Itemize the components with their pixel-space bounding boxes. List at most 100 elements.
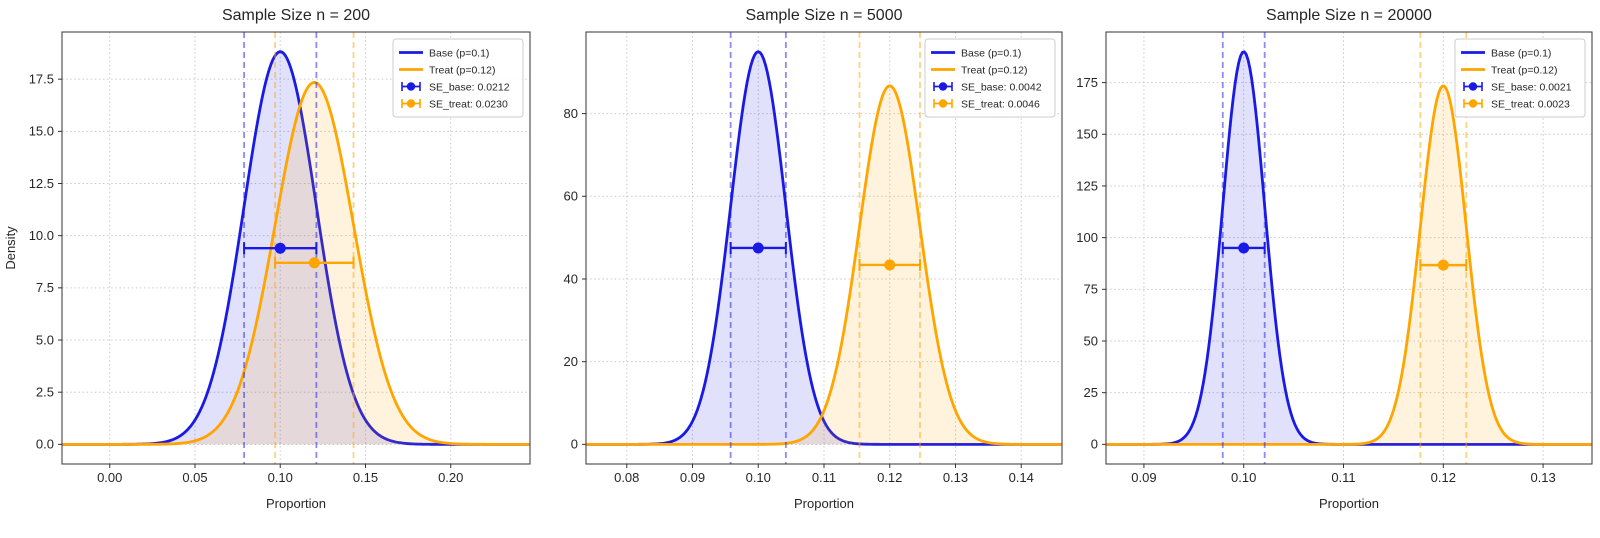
y-axis: 0 20 40 60 80 <box>564 106 586 452</box>
x-tick-label: 0.00 <box>97 470 122 485</box>
y-tick-label: 50 <box>1084 333 1098 348</box>
legend-label: Treat (p=0.12) <box>1491 64 1557 76</box>
errorbar-se-base <box>1221 241 1266 254</box>
y-tick-label: 25 <box>1084 385 1098 400</box>
y-tick-label: 17.5 <box>29 71 54 86</box>
x-axis-label: Proportion <box>266 496 326 511</box>
curves <box>1106 50 1592 446</box>
x-axis-label: Proportion <box>1319 496 1379 511</box>
legend-label: Base (p=0.1) <box>429 47 489 59</box>
legend-box <box>924 38 1056 118</box>
y-axis: 0 25 50 75 100 125 150 175 <box>1076 75 1106 452</box>
errorbar-center-dot <box>308 257 320 269</box>
x-tick-label: 0.12 <box>877 470 902 485</box>
legend-label: SE_base: 0.0042 <box>961 81 1042 93</box>
errorbar-center-dot <box>1238 242 1250 254</box>
y-tick-label: 0 <box>1091 437 1098 452</box>
plot-title: Sample Size n = 5000 <box>746 7 903 24</box>
errorbar-se-treat <box>274 256 355 269</box>
x-tick-label: 0.09 <box>1131 470 1156 485</box>
legend-label: Treat (p=0.12) <box>961 64 1027 76</box>
y-tick-label: 15.0 <box>29 124 54 139</box>
errorbar-center-dot <box>274 242 286 254</box>
x-tick-label: 0.11 <box>812 470 836 485</box>
legend-entry-treat-p-0-12: Treat (p=0.12) <box>931 64 1027 76</box>
legend-entry-se-treat-0-0046: SE_treat: 0.0046 <box>933 98 1040 110</box>
y-axis: 0.0 2.5 5.0 7.5 10.0 12.5 15.0 17.5 <box>29 71 62 452</box>
legend-label: Treat (p=0.12) <box>429 64 495 76</box>
curve-fill-base-p-0-1 <box>1106 51 1592 445</box>
x-axis: 0.08 0.09 0.10 0.11 0.12 0.13 0.14 <box>614 464 1034 485</box>
x-tick-label: 0.10 <box>268 470 293 485</box>
y-tick-label: 175 <box>1076 75 1098 90</box>
x-axis-label: Proportion <box>794 496 854 511</box>
legend: Base (p=0.1) Treat (p=0.12) SE_base: 0.021… <box>392 38 524 118</box>
x-tick-label: 0.15 <box>353 470 378 485</box>
legend-label: Base (p=0.1) <box>961 47 1021 59</box>
y-tick-label: 75 <box>1084 282 1098 297</box>
legend-entry-treat-p-0-12: Treat (p=0.12) <box>1461 64 1557 76</box>
y-tick-label: 80 <box>564 106 578 121</box>
y-tick-label: 7.5 <box>36 280 54 295</box>
legend-entry-treat-p-0-12: Treat (p=0.12) <box>399 64 495 76</box>
legend-label: SE_base: 0.0212 <box>429 81 510 93</box>
legend: Base (p=0.1) Treat (p=0.12) SE_base: 0.002… <box>1454 38 1586 118</box>
x-tick-label: 0.12 <box>1431 470 1456 485</box>
curve-treat-p-0-12 <box>62 81 530 446</box>
errorbar-center-dot <box>752 242 764 254</box>
x-tick-label: 0.13 <box>943 470 968 485</box>
curves <box>586 50 1062 446</box>
x-tick-label: 0.09 <box>680 470 705 485</box>
y-tick-label: 100 <box>1076 230 1098 245</box>
legend-label: SE_treat: 0.0046 <box>961 98 1040 110</box>
plot-border <box>61 31 531 465</box>
subplot-sample-size-n-200: 0.00 0.05 0.10 0.15 0.20 0.0 2.5 5.0 7.5 10.0 12.5… <box>3 7 531 511</box>
y-tick-label: 0 <box>571 437 578 452</box>
x-tick-label: 0.05 <box>182 470 207 485</box>
curve-treat-p-0-12 <box>1106 84 1592 446</box>
plot-border <box>1105 31 1593 465</box>
x-tick-label: 0.10 <box>1231 470 1256 485</box>
legend-label: Base (p=0.1) <box>1491 47 1551 59</box>
legend-label: SE_treat: 0.0023 <box>1491 98 1570 110</box>
legend-entry-base-p-0-1: Base (p=0.1) <box>399 47 489 59</box>
x-tick-label: 0.11 <box>1331 470 1355 485</box>
legend-entry-se-treat-0-0023: SE_treat: 0.0023 <box>1463 98 1570 110</box>
y-tick-label: 0.0 <box>36 437 54 452</box>
plot-title: Sample Size n = 200 <box>222 7 370 24</box>
subplot-sample-size-n-20000: 0.09 0.10 0.11 0.12 0.13 0 25 50 75 100 125 150 175 S… <box>1076 7 1593 511</box>
legend-entry-se-treat-0-0230: SE_treat: 0.0230 <box>401 98 508 110</box>
x-tick-label: 0.20 <box>438 470 463 485</box>
curve-fill-treat-p-0-12 <box>1106 86 1592 445</box>
panel-sample-size-n-20000: 0.09 0.10 0.11 0.12 0.13 0 25 50 75 100 125 150 175 S… <box>1066 0 1600 533</box>
x-axis: 0.09 0.10 0.11 0.12 0.13 <box>1131 464 1556 485</box>
x-axis: 0.00 0.05 0.10 0.15 0.20 <box>97 464 463 485</box>
y-tick-label: 60 <box>564 189 578 204</box>
legend-entry-se-base-0-0212: SE_base: 0.0212 <box>401 81 510 93</box>
legend-entry-base-p-0-1: Base (p=0.1) <box>1461 47 1551 59</box>
errorbar-se-treat <box>858 258 921 271</box>
x-tick-label: 0.10 <box>746 470 771 485</box>
y-tick-label: 12.5 <box>29 176 54 191</box>
errorbar-center-dot <box>1437 259 1449 271</box>
legend-box <box>1454 38 1586 118</box>
errorbar-center-dot <box>884 259 896 271</box>
x-tick-label: 0.13 <box>1530 470 1555 485</box>
panel-sample-size-n-5000: 0.08 0.09 0.10 0.11 0.12 0.13 0.14 0 20 40 60 80 Sam… <box>533 0 1066 533</box>
errorbar-se-base <box>729 241 787 254</box>
y-axis-label: Density <box>3 226 18 270</box>
subplot-sample-size-n-5000: 0.08 0.09 0.10 0.11 0.12 0.13 0.14 0 20 40 60 80 Sam… <box>564 7 1063 511</box>
legend-entry-base-p-0-1: Base (p=0.1) <box>931 47 1021 59</box>
legend-label: SE_base: 0.0021 <box>1491 81 1572 93</box>
legend-entry-se-base-0-0042: SE_base: 0.0042 <box>933 81 1042 93</box>
y-tick-label: 2.5 <box>36 384 54 399</box>
y-tick-label: 20 <box>564 354 578 369</box>
x-tick-label: 0.14 <box>1009 470 1034 485</box>
legend-box <box>392 38 524 118</box>
errorbar-se-treat <box>1419 259 1468 272</box>
legend-entry-se-base-0-0021: SE_base: 0.0021 <box>1463 81 1572 93</box>
y-tick-label: 125 <box>1076 178 1098 193</box>
x-tick-label: 0.08 <box>614 470 639 485</box>
errorbar-se-base <box>243 242 318 255</box>
